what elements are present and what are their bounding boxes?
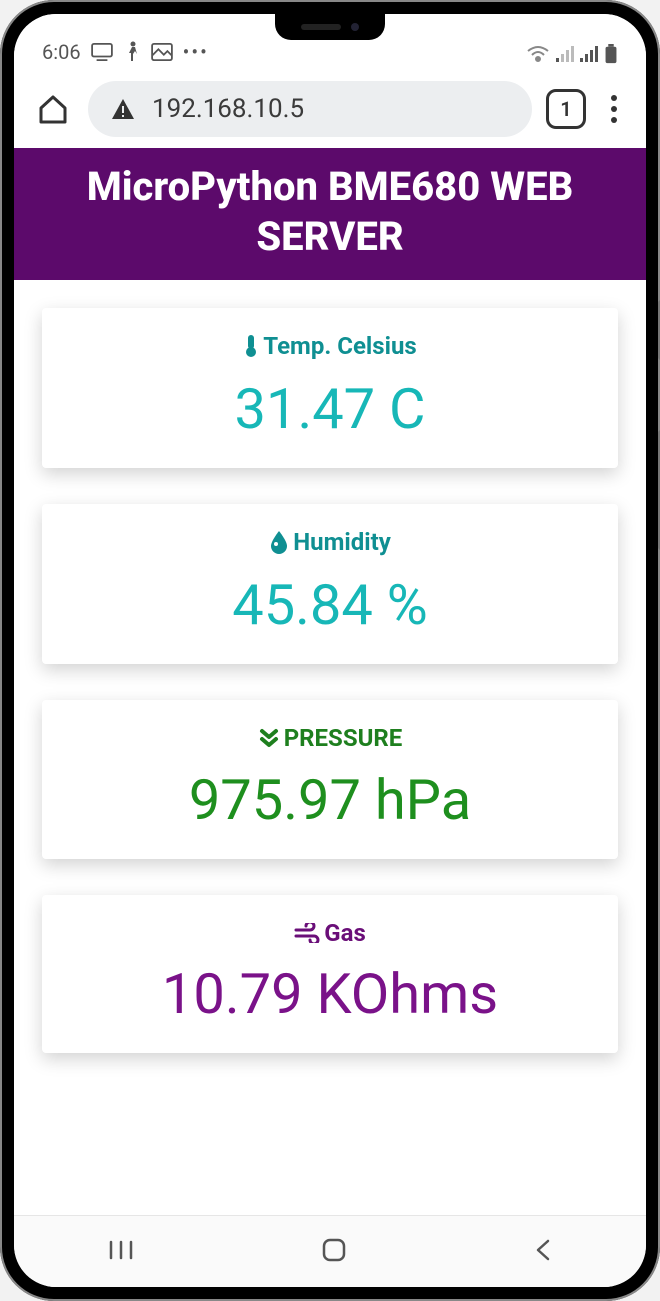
card-value: 975.97 hPa (52, 767, 608, 833)
card-temperature: Temp. Celsius 31.47 C (42, 308, 618, 468)
menu-button[interactable] (600, 95, 628, 123)
cast-icon (91, 43, 113, 61)
thermometer-icon (243, 334, 259, 358)
insecure-icon (110, 97, 136, 121)
url-text: 192.168.10.5 (152, 94, 304, 124)
card-label: Humidity (293, 528, 391, 556)
status-left: 6:06 ••• (42, 40, 209, 64)
card-pressure: PRESSURE 975.97 hPa (42, 700, 618, 859)
status-time: 6:06 (42, 40, 81, 64)
url-bar[interactable]: 192.168.10.5 (88, 81, 532, 137)
tab-count: 1 (560, 97, 571, 121)
card-title: Temp. Celsius (243, 332, 416, 360)
notch (275, 14, 385, 40)
status-right (526, 44, 618, 64)
card-label: Temp. Celsius (263, 332, 416, 360)
signal2-icon (580, 46, 598, 62)
battery-icon (604, 44, 618, 64)
image-icon (151, 43, 173, 61)
page-content: MicroPython BME680 WEB SERVER Temp. Cels… (14, 148, 646, 1215)
walk-icon (123, 41, 141, 63)
page-title: MicroPython BME680 WEB SERVER (14, 148, 646, 280)
cards-container: Temp. Celsius 31.47 C Humidity 45.84 % (14, 280, 646, 1053)
card-title: PRESSURE (258, 724, 403, 752)
back-button[interactable] (533, 1237, 553, 1267)
card-value: 45.84 % (52, 572, 608, 638)
chevrons-down-icon (258, 727, 280, 749)
home-nav-button[interactable] (321, 1237, 347, 1267)
home-button[interactable] (32, 94, 74, 124)
signal1-icon (556, 46, 574, 62)
card-humidity: Humidity 45.84 % (42, 504, 618, 664)
droplet-icon (269, 530, 289, 554)
card-title: Gas (294, 919, 366, 947)
card-value: 31.47 C (52, 376, 608, 442)
tabs-button[interactable]: 1 (546, 89, 586, 129)
card-gas: Gas 10.79 KOhms (42, 895, 618, 1053)
card-label: PRESSURE (284, 724, 403, 752)
android-navbar (14, 1215, 646, 1287)
card-value: 10.79 KOhms (52, 961, 608, 1027)
card-title: Humidity (269, 528, 391, 556)
phone-frame: 6:06 ••• (0, 0, 660, 1301)
wind-icon (294, 923, 320, 943)
card-label: Gas (324, 919, 366, 947)
recent-apps-button[interactable] (107, 1240, 135, 1264)
more-icon: ••• (183, 40, 209, 64)
browser-bar: 192.168.10.5 1 (14, 70, 646, 148)
phone-screen: 6:06 ••• (14, 14, 646, 1287)
wifi-icon (526, 45, 550, 63)
